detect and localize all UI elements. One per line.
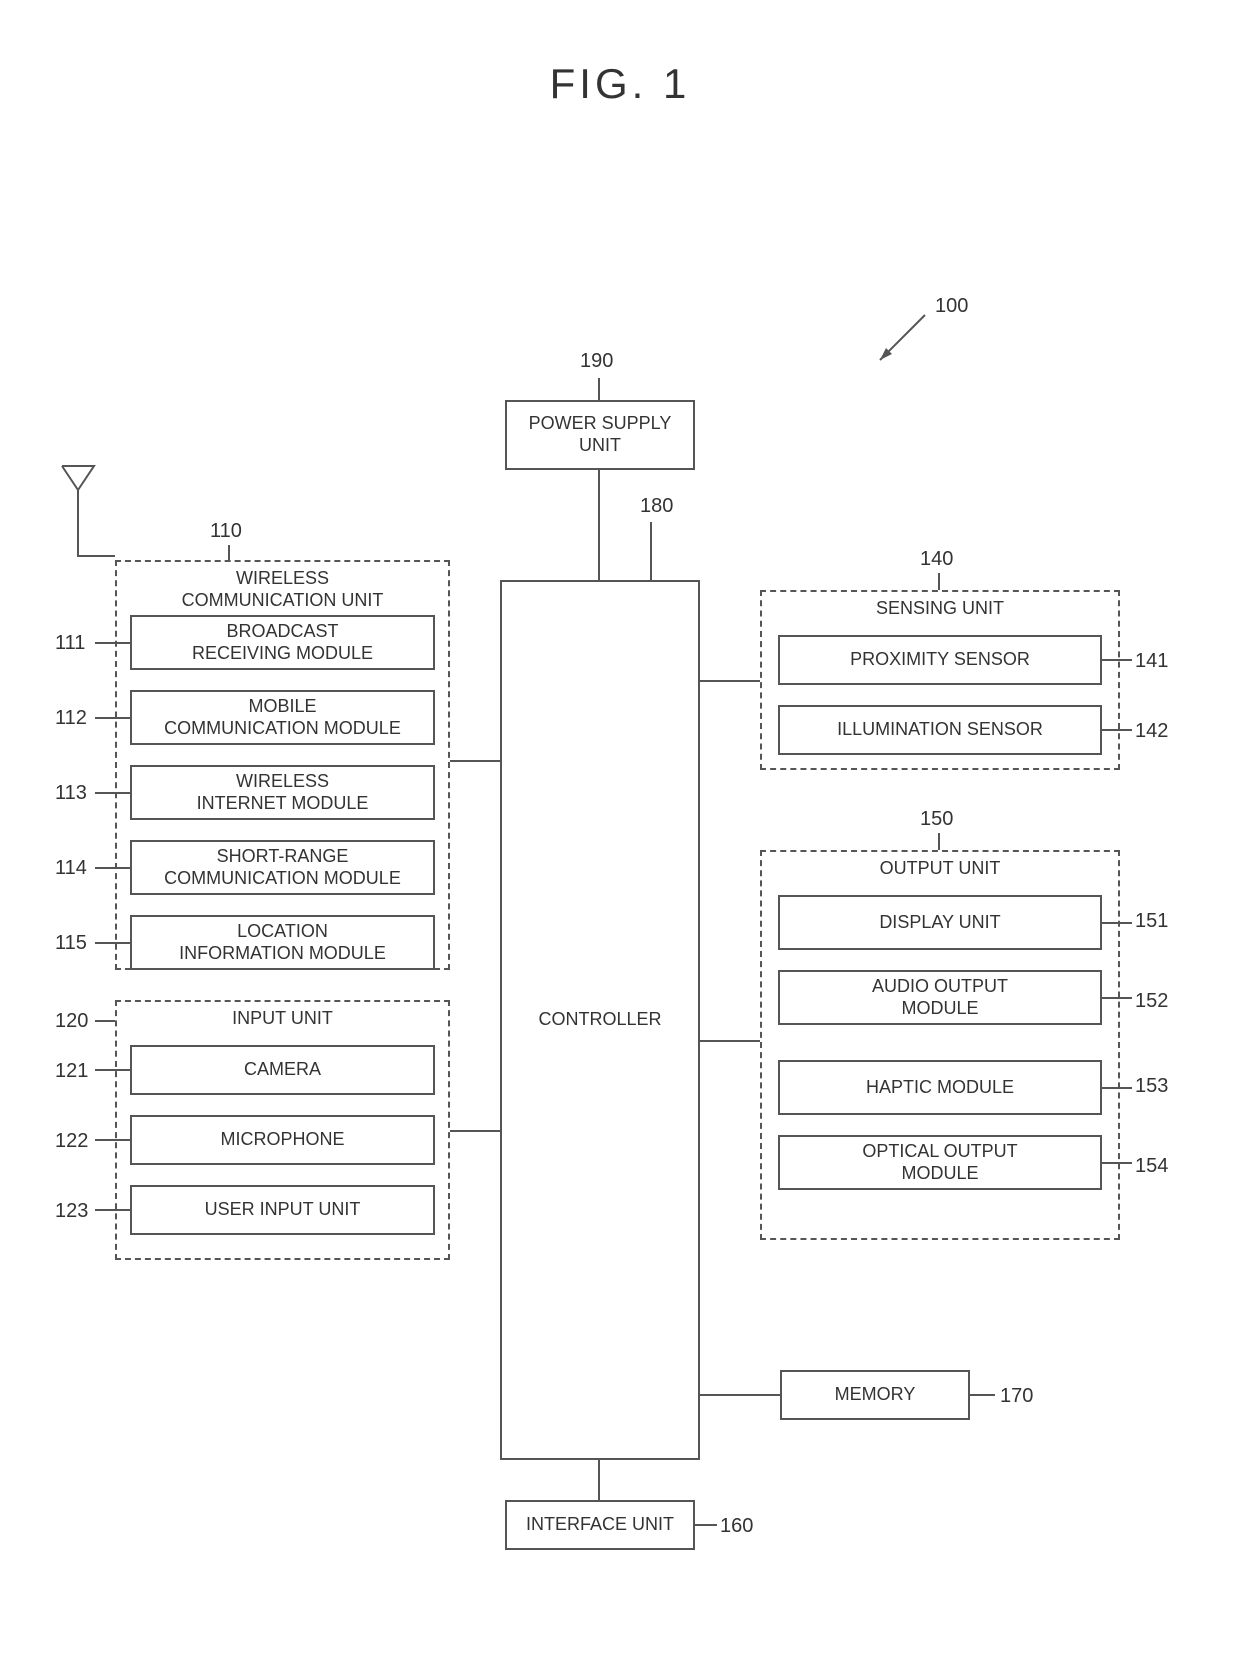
ref-122: 122 xyxy=(55,1130,88,1153)
ref-160: 160 xyxy=(720,1515,753,1538)
leader-camera xyxy=(95,1069,130,1071)
ref-110: 110 xyxy=(210,520,242,543)
leader-audio_out xyxy=(1102,997,1132,999)
ref-151: 151 xyxy=(1135,910,1168,933)
antenna-to-group xyxy=(78,555,115,557)
leader-illumination xyxy=(1102,729,1132,731)
figure-title: FIG. 1 xyxy=(0,60,1240,108)
ref-153: 153 xyxy=(1135,1075,1168,1098)
conn-wireless-controller xyxy=(450,760,500,762)
haptic-box: HAPTIC MODULE xyxy=(778,1060,1102,1115)
conn-controller-memory xyxy=(700,1394,780,1396)
ref-113: 113 xyxy=(55,782,87,805)
leader-optical_out xyxy=(1102,1162,1132,1164)
leader-broadcast xyxy=(95,642,130,644)
ref-190: 190 xyxy=(580,350,613,373)
wireless-comm-title: WIRELESS COMMUNICATION UNIT xyxy=(117,562,448,611)
mobile_comm-box: MOBILE COMMUNICATION MODULE xyxy=(130,690,435,745)
audio_out-box: AUDIO OUTPUT MODULE xyxy=(778,970,1102,1025)
leader-180 xyxy=(650,522,652,580)
ref-170: 170 xyxy=(1000,1385,1033,1408)
display-box: DISPLAY UNIT xyxy=(778,895,1102,950)
leader-mobile_comm xyxy=(95,717,130,719)
microphone-box: MICROPHONE xyxy=(130,1115,435,1165)
ref-123: 123 xyxy=(55,1200,88,1223)
leader-proximity xyxy=(1102,659,1132,661)
ref-115: 115 xyxy=(55,932,87,955)
conn-output-controller xyxy=(700,1040,760,1042)
leader-haptic xyxy=(1102,1087,1132,1089)
ref-111: 111 xyxy=(55,632,85,655)
short_range-box: SHORT-RANGE COMMUNICATION MODULE xyxy=(130,840,435,895)
ref-120: 120 xyxy=(55,1010,88,1033)
conn-sensing-controller xyxy=(700,680,760,682)
ref-100: 100 xyxy=(935,295,968,318)
sensing-unit-title: SENSING UNIT xyxy=(762,592,1118,620)
proximity-box: PROXIMITY SENSOR xyxy=(778,635,1102,685)
leader-user_input xyxy=(95,1209,130,1211)
interface-box: INTERFACE UNIT xyxy=(505,1500,695,1550)
leader-location xyxy=(95,942,130,944)
ref-141: 141 xyxy=(1135,650,1168,673)
leader-140 xyxy=(938,573,940,590)
leader-190 xyxy=(598,378,600,400)
ref-154: 154 xyxy=(1135,1155,1168,1178)
leader-wireless_net xyxy=(95,792,130,794)
location-box: LOCATION INFORMATION MODULE xyxy=(130,915,435,970)
camera-box: CAMERA xyxy=(130,1045,435,1095)
leader-120 xyxy=(95,1020,115,1022)
output-unit-title: OUTPUT UNIT xyxy=(762,852,1118,880)
memory-box: MEMORY xyxy=(780,1370,970,1420)
conn-power-controller xyxy=(598,470,600,580)
broadcast-box: BROADCAST RECEIVING MODULE xyxy=(130,615,435,670)
leader-short_range xyxy=(95,867,130,869)
conn-input-controller xyxy=(450,1130,500,1132)
leader-110 xyxy=(228,545,230,560)
power-supply-box: POWER SUPPLY UNIT xyxy=(505,400,695,470)
ref-152: 152 xyxy=(1135,990,1168,1013)
ref-150: 150 xyxy=(920,808,953,831)
conn-controller-interface xyxy=(598,1460,600,1500)
optical_out-box: OPTICAL OUTPUT MODULE xyxy=(778,1135,1102,1190)
leader-microphone xyxy=(95,1139,130,1141)
leader-170 xyxy=(970,1394,995,1396)
controller-box: CONTROLLER xyxy=(500,580,700,1460)
ref-114: 114 xyxy=(55,857,87,880)
illumination-box: ILLUMINATION SENSOR xyxy=(778,705,1102,755)
leader-160 xyxy=(695,1524,717,1526)
ref-180: 180 xyxy=(640,495,673,518)
ref-112: 112 xyxy=(55,707,87,730)
input-unit-title: INPUT UNIT xyxy=(117,1002,448,1030)
leader-150 xyxy=(938,833,940,850)
diagram-canvas: FIG. 1 100 POWER SUPPLY UNIT 190 CONTROL… xyxy=(0,0,1240,1676)
wireless_net-box: WIRELESS INTERNET MODULE xyxy=(130,765,435,820)
arrow-100-icon xyxy=(870,310,930,370)
ref-140: 140 xyxy=(920,548,953,571)
user_input-box: USER INPUT UNIT xyxy=(130,1185,435,1235)
ref-121: 121 xyxy=(55,1060,88,1083)
ref-142: 142 xyxy=(1135,720,1168,743)
antenna-icon xyxy=(58,462,98,562)
leader-display xyxy=(1102,922,1132,924)
